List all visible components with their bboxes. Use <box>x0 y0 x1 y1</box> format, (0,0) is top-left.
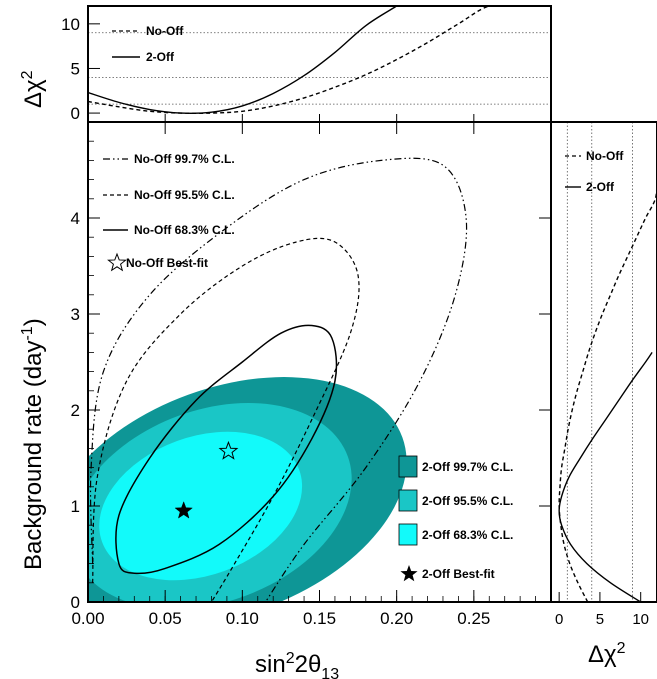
legend-swatch-two-off-997 <box>398 455 418 478</box>
x-tick-label-3: 0.15 <box>303 609 336 628</box>
x-title-sub: 13 <box>321 666 339 679</box>
no-off-contour-1 <box>92 237 360 602</box>
right-legend-label-two-off: 2-Off <box>586 180 615 194</box>
top-dchi-sup: 2 <box>19 70 36 79</box>
right-series-2-off <box>558 352 653 602</box>
right-ticks: 0 5 10 <box>555 592 649 628</box>
right-legend-label-no-off: No-Off <box>586 149 624 163</box>
two-off-region-2 <box>99 431 303 581</box>
top-ticks: 0 5 10 <box>61 15 475 123</box>
y-title-main: Background rate (day <box>20 341 47 570</box>
no-off-contour-0 <box>89 157 468 602</box>
right-series-no-off <box>558 179 657 602</box>
legend-filled-star-icon <box>400 565 418 582</box>
right-x-tick-label-2: 10 <box>632 611 649 628</box>
two-off-best-fit-marker <box>174 501 193 519</box>
y-title-sup: -1 <box>19 326 36 340</box>
legend-label-two-off-997: 2-Off 99.7% C.L. <box>422 460 513 474</box>
main-legend-no-off: No-Off 99.7% C.L. No-Off 95.5% C.L. No-O… <box>103 152 235 272</box>
legend-label-no-off-683: No-Off 68.3% C.L. <box>134 223 235 237</box>
x-title-theta: 2θ <box>295 651 322 678</box>
top-series <box>88 6 551 115</box>
right-x-tick-label-1: 5 <box>596 611 604 628</box>
x-tick-label-1: 0.05 <box>149 609 182 628</box>
two-off-regions <box>88 377 407 602</box>
x-tick-label-2: 0.10 <box>226 609 259 628</box>
main-plot: 0.00 0.05 0.10 0.15 0.20 0.25 0 1 2 3 4 <box>71 121 552 628</box>
top-legend-label-two-off: 2-Off <box>146 50 175 64</box>
x-tick-label-4: 0.20 <box>380 609 413 628</box>
legend-label-two-off-best: 2-Off Best-fit <box>422 567 495 581</box>
top-series-2-off <box>88 6 398 115</box>
y-tick-label-3: 3 <box>71 305 80 324</box>
top-reference-lines <box>88 32 551 105</box>
legend-swatch-two-off-955 <box>398 489 418 512</box>
x-title-sup: 2 <box>286 650 295 667</box>
best-fit-markers <box>174 440 239 519</box>
x-tick-label-0: 0.00 <box>71 609 104 628</box>
legend-swatch-two-off-683 <box>398 523 418 546</box>
top-frame <box>87 5 552 123</box>
top-plot: 0 5 10 <box>61 5 552 123</box>
legend-label-no-off-997: No-Off 99.7% C.L. <box>134 152 235 166</box>
top-y-tick-label-2: 10 <box>61 15 80 34</box>
right-dchi-sup: 2 <box>617 640 626 657</box>
y-tick-label-2: 2 <box>71 401 80 420</box>
legend-label-two-off-683: 2-Off 68.3% C.L. <box>422 528 513 542</box>
y-tick-label-1: 1 <box>71 497 80 516</box>
right-dchi: Δχ <box>588 641 617 668</box>
x-tick-label-5: 0.25 <box>457 609 490 628</box>
y-tick-label-0: 0 <box>71 593 80 612</box>
right-x-tick-label-0: 0 <box>555 611 563 628</box>
main-legend-two-off: 2-Off 99.7% C.L. 2-Off 95.5% C.L. 2-Off … <box>398 455 513 582</box>
legend-label-no-off-955: No-Off 95.5% C.L. <box>134 188 235 202</box>
legend-label-no-off-best: No-Off Best-fit <box>126 256 208 270</box>
x-axis-title: sin22θ13 <box>255 650 339 679</box>
no-off-contour-2 <box>115 324 338 575</box>
right-x-axis-title: Δχ2 <box>588 640 626 668</box>
no-off-best-fit-marker <box>218 440 239 460</box>
legend-open-star-icon <box>107 252 127 272</box>
right-series <box>558 179 657 602</box>
right-plot: 0 5 10 <box>550 121 657 628</box>
top-legend-label-no-off: No-Off <box>146 24 184 38</box>
main-ticks: 0.00 0.05 0.10 0.15 0.20 0.25 0 1 2 3 4 <box>71 122 551 628</box>
right-reference-lines <box>566 122 633 602</box>
y-tick-label-4: 4 <box>71 209 80 228</box>
top-legend: No-Off 2-Off <box>112 24 184 64</box>
top-y-tick-label-1: 5 <box>71 59 80 78</box>
no-off-contours <box>89 157 468 602</box>
x-title-sin: sin <box>255 651 286 678</box>
right-legend: No-Off 2-Off <box>565 149 624 194</box>
top-y-tick-label-0: 0 <box>71 104 80 123</box>
y-title-close: ) <box>20 318 47 326</box>
legend-label-two-off-955: 2-Off 95.5% C.L. <box>422 494 513 508</box>
y-axis-title: Background rate (day-1) <box>19 318 47 570</box>
top-y-axis-title: Δχ2 <box>19 70 47 108</box>
top-dchi: Δχ <box>20 79 47 108</box>
right-frame <box>550 121 657 603</box>
